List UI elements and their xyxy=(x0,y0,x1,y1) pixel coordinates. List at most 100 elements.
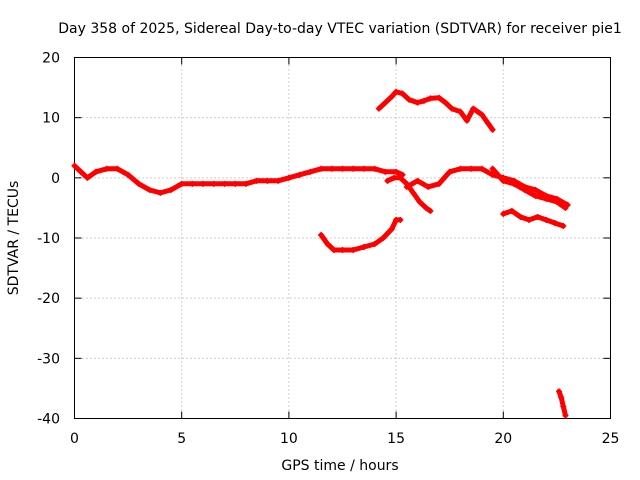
data-point xyxy=(521,186,528,193)
y-tick-label: -20 xyxy=(37,291,60,307)
data-point xyxy=(558,394,565,401)
data-point xyxy=(560,403,567,410)
data-point xyxy=(442,99,449,106)
data-point xyxy=(397,216,404,223)
data-point xyxy=(360,244,367,251)
data-point xyxy=(423,204,430,211)
data-point xyxy=(562,412,569,419)
data-point xyxy=(285,174,292,181)
data-point xyxy=(253,177,260,184)
x-tick-label: 5 xyxy=(177,431,186,447)
data-point xyxy=(416,198,423,205)
axis-ticks: 0 5 10 15 20 25 20 10 0 -10 -20 -30 -40 xyxy=(37,51,619,448)
series-track-bottom xyxy=(556,388,569,419)
data-point xyxy=(371,165,378,172)
data-point xyxy=(243,180,250,187)
data-point xyxy=(324,241,331,248)
x-tick-label: 10 xyxy=(280,431,298,447)
series-line xyxy=(556,388,568,418)
x-tick-label: 15 xyxy=(387,431,405,447)
data-point xyxy=(427,95,434,102)
data-point xyxy=(135,180,142,187)
data-point xyxy=(489,171,496,178)
data-point xyxy=(92,168,99,175)
series-track-right xyxy=(403,165,571,208)
data-point xyxy=(328,165,335,172)
data-point xyxy=(382,168,389,175)
data-point xyxy=(339,247,346,254)
data-point xyxy=(103,165,110,172)
data-point xyxy=(551,219,558,226)
series-track-main xyxy=(71,162,406,196)
plot-frame xyxy=(74,57,611,419)
data-point xyxy=(330,247,337,254)
data-point xyxy=(200,180,207,187)
y-tick-label: -30 xyxy=(37,351,60,367)
data-point xyxy=(405,96,412,103)
data-point xyxy=(500,177,507,184)
y-tick-label: -10 xyxy=(37,231,60,247)
data-point xyxy=(425,183,432,190)
data-point xyxy=(71,162,78,169)
data-point xyxy=(339,165,346,172)
y-tick-label: 10 xyxy=(42,111,60,127)
data-point xyxy=(264,177,271,184)
data-point xyxy=(375,105,382,112)
data-point xyxy=(350,247,357,254)
data-point xyxy=(350,165,357,172)
data-point xyxy=(468,165,475,172)
data-point xyxy=(489,126,496,133)
data-point xyxy=(167,186,174,193)
data-point xyxy=(221,180,228,187)
data-point xyxy=(427,207,434,214)
data-point xyxy=(210,180,217,187)
series-line xyxy=(376,89,496,133)
data-point xyxy=(388,93,395,100)
data-point xyxy=(457,165,464,172)
data-point xyxy=(371,241,378,248)
data-point xyxy=(125,171,132,178)
data-point xyxy=(77,168,84,175)
data-point xyxy=(393,168,400,175)
data-point xyxy=(380,235,387,241)
series-line xyxy=(318,217,403,253)
data-point xyxy=(500,210,507,217)
data-point xyxy=(318,231,325,238)
data-point xyxy=(543,216,550,223)
data-point xyxy=(511,180,518,187)
data-point xyxy=(435,94,442,101)
data-point xyxy=(307,168,314,175)
data-series xyxy=(71,88,571,419)
data-point xyxy=(489,165,496,172)
chart-title: Day 358 of 2025, Sidereal Day-to-day VTE… xyxy=(58,21,622,37)
data-point xyxy=(390,174,397,181)
data-point xyxy=(560,222,567,229)
y-tick-label: 0 xyxy=(51,171,60,187)
data-point xyxy=(562,204,569,211)
data-point xyxy=(435,180,442,187)
data-point xyxy=(532,186,539,193)
grid xyxy=(74,57,611,419)
series-track-upper xyxy=(375,88,496,133)
data-point xyxy=(517,213,524,220)
series-track-right-lower xyxy=(500,207,567,229)
data-point xyxy=(420,97,427,104)
series-track-lower xyxy=(318,216,404,254)
data-point xyxy=(448,105,455,112)
data-point xyxy=(388,225,395,232)
data-point xyxy=(157,189,164,196)
x-tick-label: 20 xyxy=(494,431,512,447)
data-point xyxy=(478,111,485,118)
data-point xyxy=(478,165,485,172)
data-point xyxy=(532,192,539,199)
y-tick-label: -40 xyxy=(37,412,60,428)
data-point xyxy=(318,165,325,172)
data-point xyxy=(410,189,417,196)
data-point xyxy=(114,165,121,172)
series-line xyxy=(404,166,571,208)
data-point xyxy=(393,88,400,95)
data-point xyxy=(553,198,560,205)
data-point xyxy=(526,216,533,223)
data-point xyxy=(146,186,153,193)
data-point xyxy=(543,195,550,202)
